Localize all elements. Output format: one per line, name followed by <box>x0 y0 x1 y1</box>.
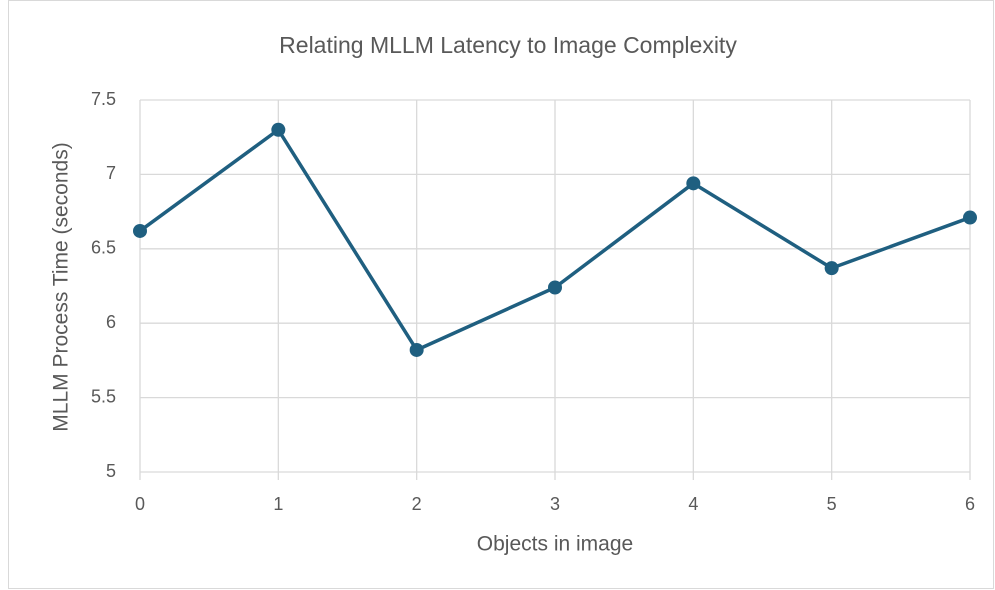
marker <box>409 342 424 357</box>
y-tick-label: 7 <box>106 163 116 183</box>
marker <box>686 176 701 191</box>
y-tick-label: 6.5 <box>91 238 116 258</box>
x-tick-label: 6 <box>965 494 975 514</box>
y-tick-label: 5 <box>106 461 116 481</box>
x-tick-label: 3 <box>550 494 560 514</box>
x-tick-label: 0 <box>135 494 145 514</box>
y-tick-label: 5.5 <box>91 386 116 406</box>
y-tick-label: 7.5 <box>91 89 116 109</box>
marker <box>548 280 562 295</box>
x-tick-label: 4 <box>688 494 698 514</box>
marker <box>824 261 839 276</box>
marker <box>271 122 286 137</box>
x-axis-label: Objects in image <box>477 533 633 556</box>
x-tick-label: 1 <box>273 494 283 514</box>
y-tick-label: 6 <box>106 312 116 332</box>
x-tick-label: 5 <box>827 494 837 514</box>
chart-frame <box>8 0 994 589</box>
y-axis-label: MLLM Process Time (seconds) <box>50 142 73 431</box>
chart-title: Relating MLLM Latency to Image Complexit… <box>279 32 737 58</box>
x-tick-label: 2 <box>412 494 422 514</box>
marker <box>133 223 147 238</box>
marker <box>963 210 977 225</box>
